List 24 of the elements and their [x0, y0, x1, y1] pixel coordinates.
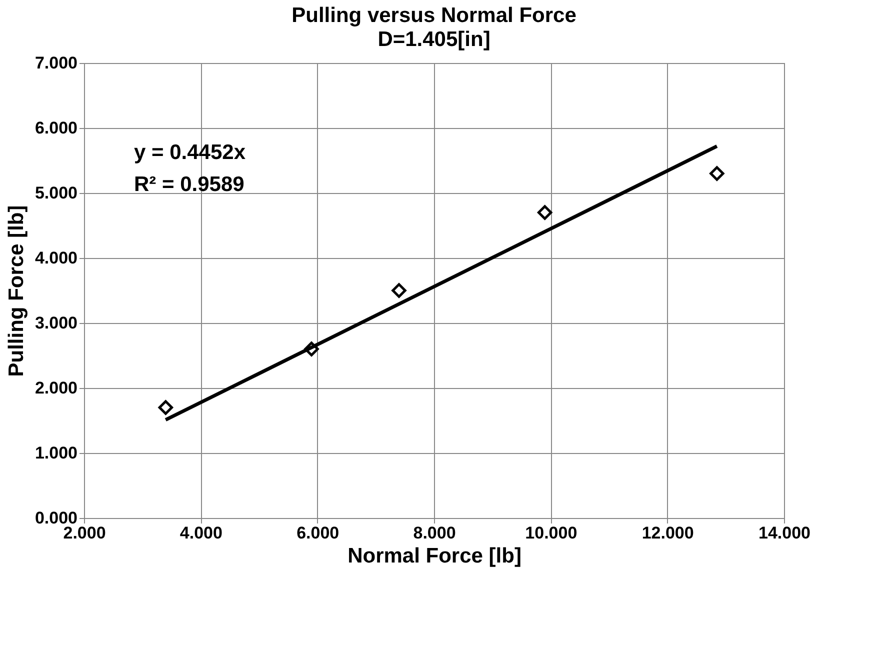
y-axis-title: Pulling Force [lb]	[4, 205, 28, 377]
x-tick-label: 8.000	[413, 524, 456, 542]
y-tick-label: 3.000	[34, 314, 78, 332]
point	[392, 283, 406, 298]
point	[710, 166, 724, 181]
y-tick-label: 5.000	[34, 184, 78, 202]
annotation: R² = 0.9589	[134, 173, 244, 196]
x-tick-label: 4.000	[180, 524, 222, 542]
x-tick-label: 14.000	[758, 524, 810, 542]
y-tick-label: 2.000	[34, 378, 78, 398]
x-tick-label: 12.000	[642, 524, 694, 542]
point	[537, 205, 552, 220]
y-tick-label: 4.000	[34, 248, 78, 268]
annotation: y = 0.4452x	[134, 141, 246, 164]
point	[304, 342, 319, 356]
chart-title: Pulling versus Normal Force	[292, 4, 576, 27]
y-tick-label: 7.000	[34, 54, 78, 72]
x-tick-label: 10.000	[525, 524, 578, 542]
x-axis-title: Normal Force [lb]	[348, 544, 522, 568]
chart-subtitle: D=1.405[in]	[378, 28, 490, 51]
point	[158, 400, 174, 415]
x-tick-label: 6.000	[296, 524, 340, 542]
y-tick-label: 1.000	[34, 444, 78, 462]
y-tick-label: 6.000	[34, 118, 78, 138]
